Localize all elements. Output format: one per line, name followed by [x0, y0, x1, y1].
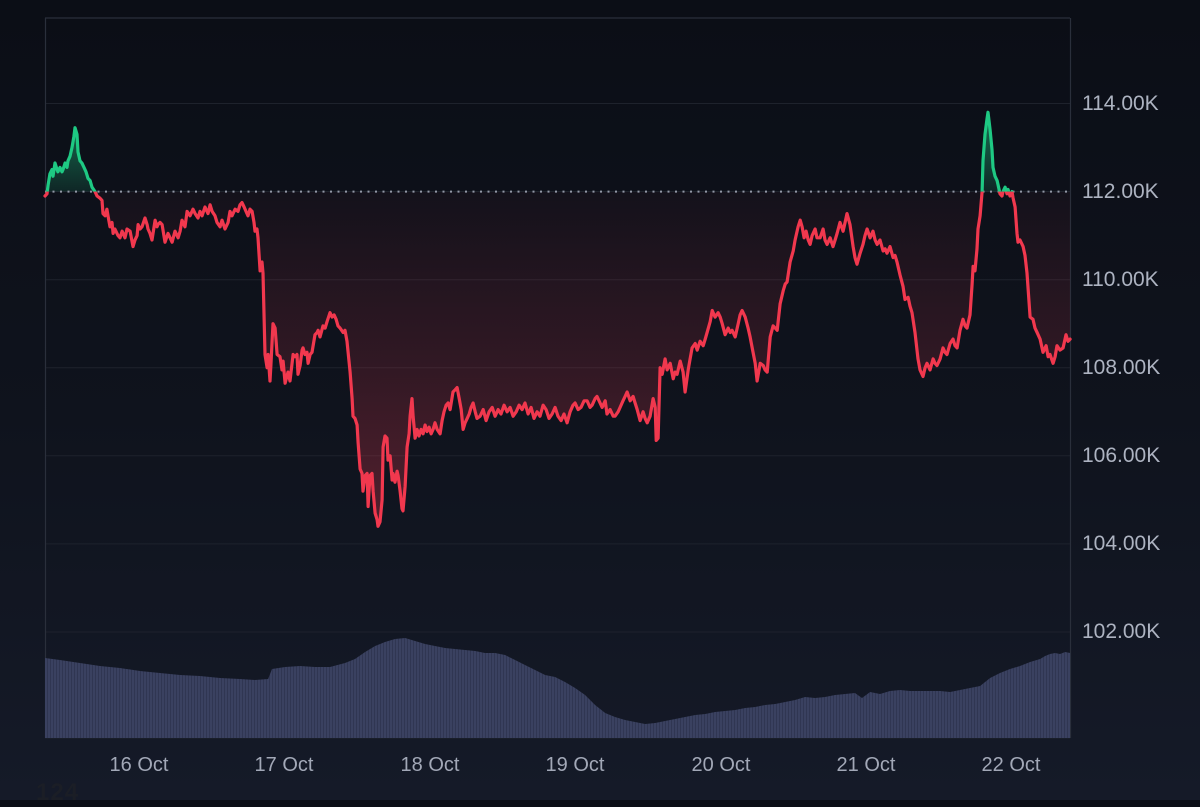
price-line-down-segment	[43, 191, 1072, 528]
y-axis-tick-label: 112.00K	[1082, 180, 1159, 203]
x-axis-tick-label: 21 Oct	[836, 754, 896, 776]
x-axis-tick-label: 19 Oct	[545, 754, 605, 776]
x-axis-tick-label: 18 Oct	[400, 754, 460, 776]
y-axis-tick-label: 104.00K	[1082, 532, 1161, 555]
x-axis-tick-label: 17 Oct	[254, 754, 314, 776]
watermark-number: 124	[36, 779, 80, 806]
x-axis-tick-label: 20 Oct	[691, 754, 751, 776]
x-axis-tick-label: 16 Oct	[109, 754, 169, 776]
y-axis-tick-label: 106.00K	[1082, 444, 1161, 467]
y-axis-tick-label: 108.00K	[1082, 356, 1161, 379]
x-axis-tick-label: 22 Oct	[981, 754, 1041, 776]
y-axis-tick-label: 114.00K	[1082, 92, 1159, 115]
y-axis-tick-label: 110.00K	[1082, 268, 1159, 291]
y-axis-tick-label: 102.00K	[1082, 620, 1161, 643]
volume-area	[45, 638, 1071, 738]
price-area-below-baseline	[45, 191, 1071, 527]
